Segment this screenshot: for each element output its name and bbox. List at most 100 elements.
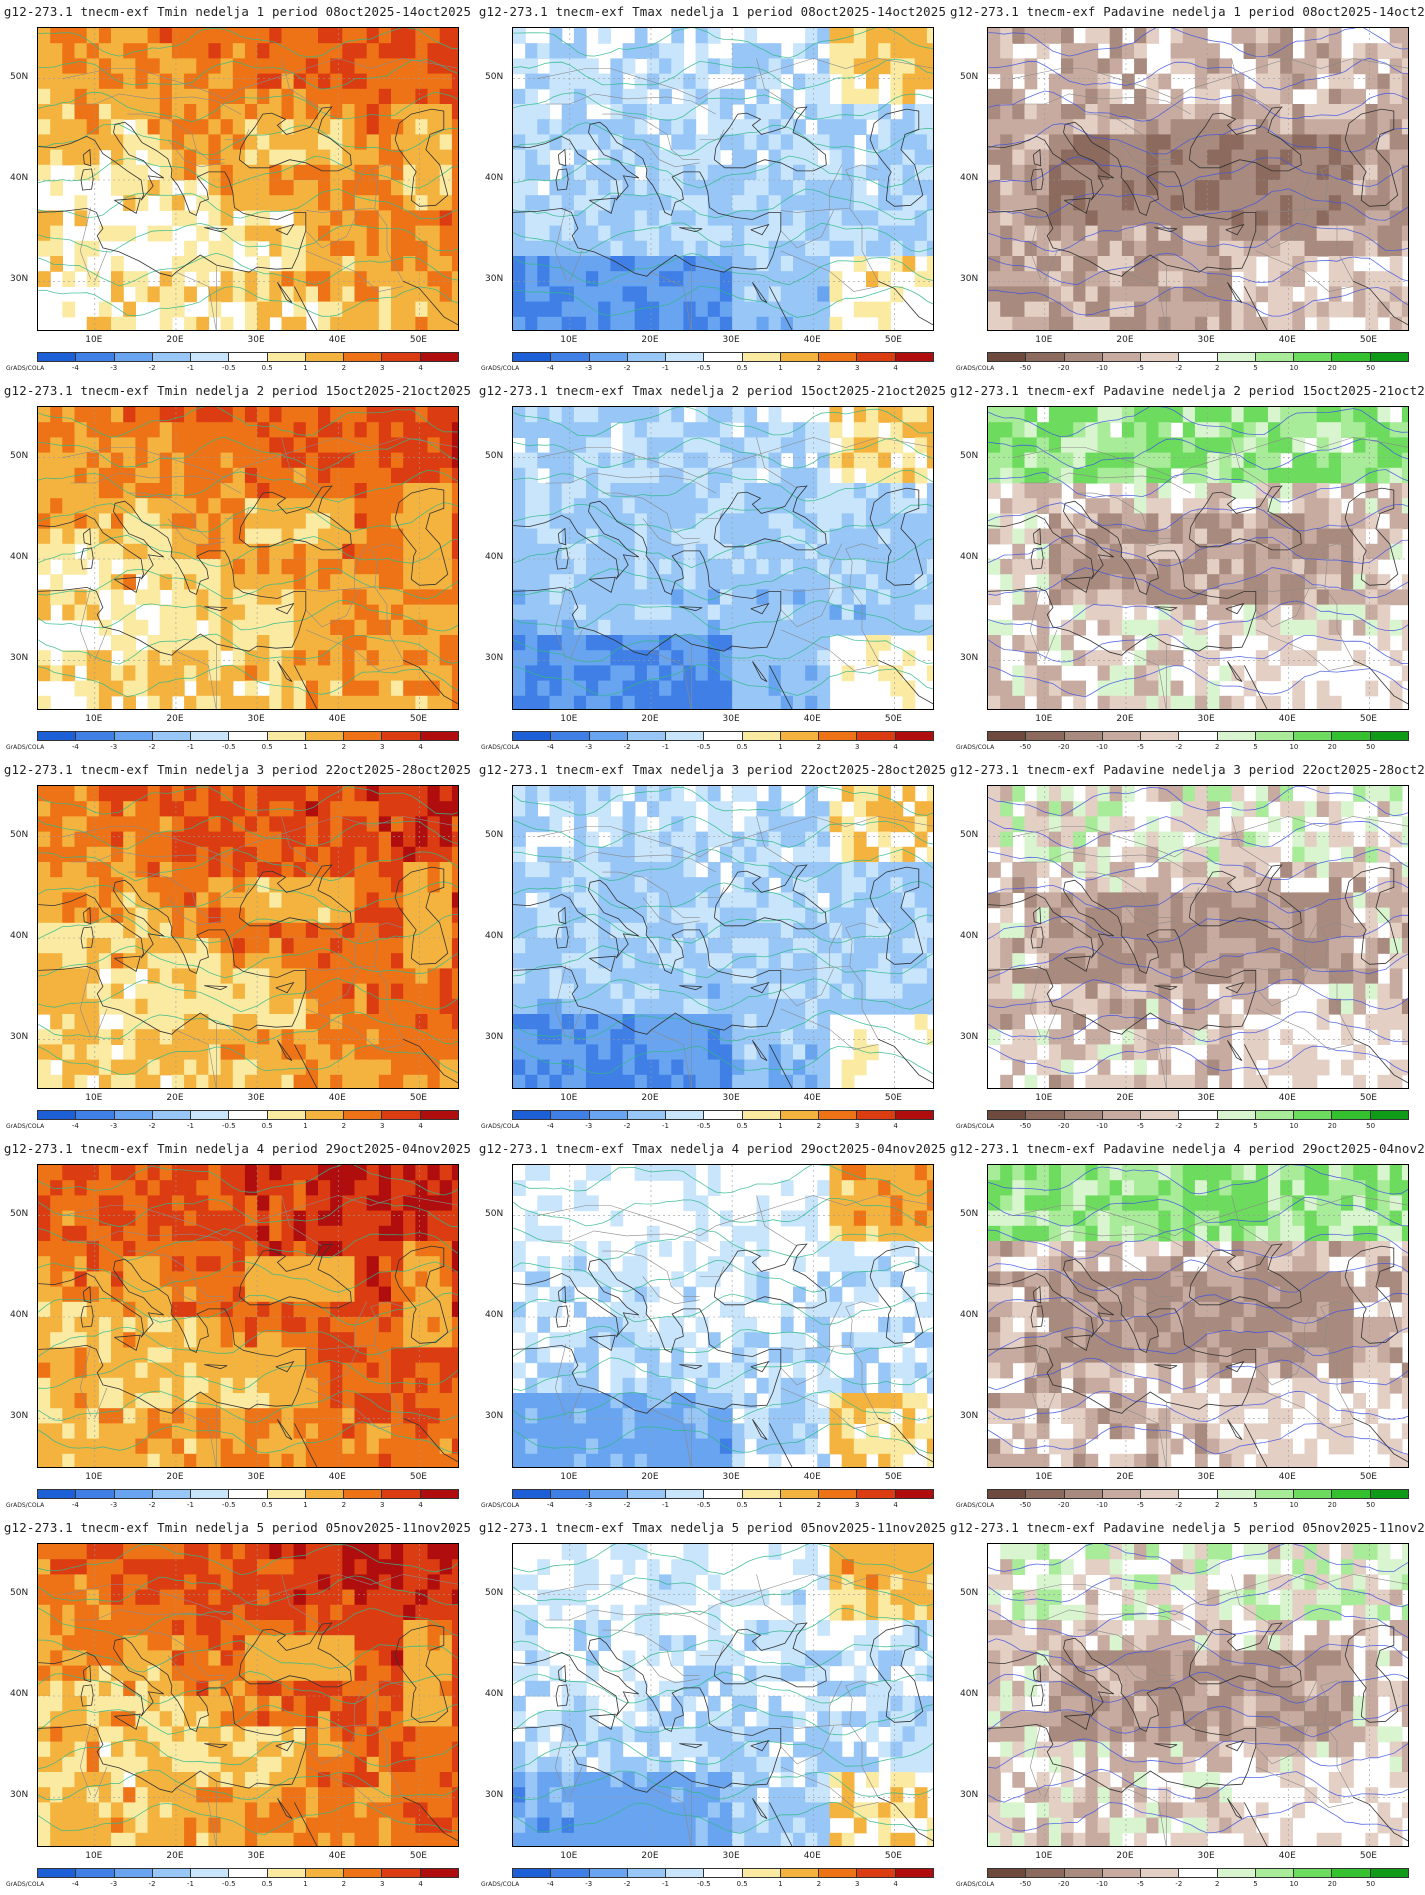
- anomaly-field: [38, 407, 458, 709]
- lon-label: 10E: [1035, 1472, 1053, 1482]
- lat-label: 50N: [10, 71, 29, 82]
- map-plot-area: [987, 1543, 1409, 1847]
- colorbar-swatch: [1370, 1111, 1408, 1119]
- colorbar-label: 4: [418, 1122, 423, 1130]
- colorbar-label: -3: [585, 1880, 593, 1888]
- anomaly-field: [38, 1544, 458, 1846]
- colorbar-swatch: [1026, 1869, 1065, 1877]
- colorbar-label: -0.5: [221, 364, 236, 372]
- colorbar-swatch: [627, 732, 667, 740]
- colorbar-label: 2: [1214, 1880, 1220, 1888]
- lat-label: 40N: [485, 1689, 504, 1699]
- grads-credit: GrADS/COLA: [481, 365, 520, 372]
- lon-label: 10E: [560, 714, 578, 724]
- lon-label: 30E: [1197, 714, 1215, 724]
- lon-label: 50E: [1359, 1851, 1377, 1861]
- lon-label: 30E: [1197, 1472, 1215, 1482]
- lat-label: 50N: [485, 450, 504, 461]
- colorbar-swatch: [38, 1869, 77, 1877]
- colorbar-swatch: [114, 732, 153, 740]
- colorbar-swatch: [551, 732, 590, 740]
- colorbar-label: 2: [1214, 364, 1220, 372]
- colorbar: [512, 1489, 934, 1499]
- colorbar-swatch: [420, 732, 458, 740]
- colorbar-swatch: [988, 1111, 1027, 1119]
- lon-label: 40E: [1278, 714, 1296, 724]
- lon-label: 50E: [1359, 1093, 1377, 1103]
- colorbar-swatch: [589, 732, 628, 740]
- lat-label: 30N: [485, 1411, 504, 1422]
- colorbar-swatch: [344, 1111, 383, 1119]
- panel-title: g12-273.1 tnecm-exf Padavine nedelja 2 p…: [950, 383, 1425, 398]
- colorbar-label: -10: [1096, 1122, 1108, 1130]
- lon-label: 30E: [722, 1851, 740, 1861]
- colorbar-label: 4: [418, 364, 423, 372]
- colorbar-swatch: [819, 1869, 858, 1877]
- colorbar-swatch: [988, 353, 1027, 361]
- colorbar-swatch: [305, 353, 345, 361]
- lon-label: 50E: [409, 1472, 427, 1482]
- colorbar-label: -0.5: [696, 1880, 711, 1888]
- colorbar-swatch: [38, 353, 77, 361]
- colorbar-swatch: [627, 353, 667, 361]
- colorbar-swatch: [229, 732, 268, 740]
- colorbar-swatch: [895, 732, 933, 740]
- colorbar-label: -2: [148, 1122, 156, 1130]
- colorbar-label: 0.5: [736, 1501, 748, 1509]
- colorbar-label: 1: [303, 364, 308, 372]
- colorbar-swatch: [742, 1869, 781, 1877]
- colorbar-swatch: [857, 1869, 896, 1877]
- lat-label: 30N: [10, 1411, 29, 1422]
- lon-label: 20E: [641, 335, 659, 345]
- lon-label: 30E: [722, 335, 740, 345]
- colorbar-swatch: [857, 1490, 896, 1498]
- map-plot-area: [37, 1164, 459, 1468]
- colorbar-swatch: [513, 732, 552, 740]
- colorbar-swatch: [819, 1111, 858, 1119]
- colorbar-swatch: [819, 353, 858, 361]
- colorbar-swatch: [1026, 732, 1065, 740]
- colorbar-swatch: [1294, 1869, 1333, 1877]
- lat-label: 30N: [960, 1032, 979, 1043]
- map-panel-tmax-week-1: g12-273.1 tnecm-exf Tmax nedelja 1 perio…: [475, 0, 950, 379]
- colorbar-label: -20: [1058, 1122, 1070, 1130]
- panel-title: g12-273.1 tnecm-exf Tmin nedelja 5 perio…: [3, 1520, 472, 1535]
- lon-label: 40E: [328, 335, 346, 345]
- colorbar: [37, 1868, 459, 1878]
- lon-label: 30E: [1197, 1851, 1215, 1861]
- map-plot-area: [987, 1164, 1409, 1468]
- colorbar-label: 3: [380, 1880, 385, 1888]
- colorbar-swatch: [229, 1869, 268, 1877]
- lon-label: 40E: [803, 714, 821, 724]
- colorbar-swatch: [1141, 1490, 1180, 1498]
- colorbar-swatch: [1064, 1111, 1103, 1119]
- lon-label: 50E: [1359, 335, 1377, 345]
- colorbar-swatch: [1294, 732, 1333, 740]
- colorbar-label: 5: [1253, 1880, 1258, 1888]
- colorbar-label: 2: [816, 364, 822, 372]
- colorbar-label: -10: [1096, 364, 1108, 372]
- anomaly-field: [988, 786, 1408, 1088]
- colorbar-swatch: [420, 353, 458, 361]
- panel-title: g12-273.1 tnecm-exf Tmax nedelja 2 perio…: [478, 383, 947, 398]
- colorbar-swatch: [1217, 1869, 1256, 1877]
- colorbar-swatch: [780, 353, 820, 361]
- lon-label: 10E: [85, 1851, 103, 1861]
- colorbar-label: 3: [380, 1122, 385, 1130]
- colorbar-label: 10: [1289, 364, 1299, 372]
- lon-label: 30E: [247, 335, 265, 345]
- lon-label: 40E: [803, 1093, 821, 1103]
- colorbar-label: 3: [380, 364, 385, 372]
- colorbar-label: 10: [1289, 1501, 1299, 1509]
- lat-label: 30N: [10, 274, 29, 285]
- colorbar-label: -4: [71, 1122, 79, 1130]
- colorbar-label: -3: [585, 1501, 593, 1509]
- lon-label: 20E: [1116, 335, 1134, 345]
- colorbar-swatch: [589, 1869, 628, 1877]
- lat-label: 50N: [960, 1587, 979, 1598]
- colorbar-label: 4: [893, 1501, 898, 1509]
- colorbar-swatch: [1332, 353, 1371, 361]
- lon-label: 50E: [884, 714, 902, 724]
- map-panel-tmin-week-2: g12-273.1 tnecm-exf Tmin nedelja 2 perio…: [0, 379, 475, 758]
- lon-label: 10E: [1035, 1093, 1053, 1103]
